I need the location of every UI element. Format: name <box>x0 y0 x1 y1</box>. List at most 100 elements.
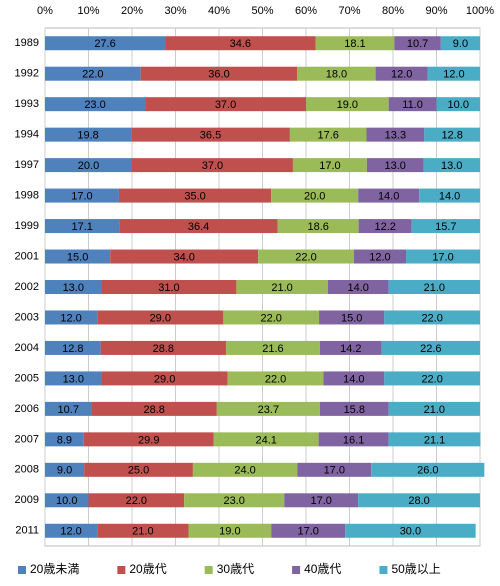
data-label: 17.0 <box>297 526 318 538</box>
data-label: 15.7 <box>435 221 456 233</box>
bar-segment <box>91 401 217 416</box>
bar-segment <box>424 127 480 142</box>
bar-segment <box>84 462 193 477</box>
data-label: 22.0 <box>295 251 316 263</box>
data-label: 22.0 <box>82 69 103 81</box>
data-label: 23.0 <box>224 495 245 507</box>
bar-segment <box>289 127 367 142</box>
bar-segment <box>436 97 480 112</box>
data-label: 22.0 <box>421 373 442 385</box>
y-tick-label: 1993 <box>15 98 39 110</box>
bar-segment <box>45 188 119 203</box>
data-label: 21.0 <box>424 404 445 416</box>
y-tick-label: 1999 <box>15 220 39 232</box>
bar-segment <box>225 340 320 355</box>
bar-segment <box>227 371 324 386</box>
bar-segment <box>358 493 480 508</box>
bar-segment <box>45 523 98 538</box>
data-label: 21.0 <box>132 526 153 538</box>
bar-segment <box>375 66 428 81</box>
x-tick-label: 100% <box>466 5 494 17</box>
legend-label: 30歳代 <box>217 562 254 576</box>
legend-swatch <box>204 566 213 574</box>
data-label: 19.0 <box>219 526 240 538</box>
bar-segment <box>45 280 102 294</box>
bar-segment <box>45 432 84 447</box>
bar-segment <box>192 462 298 477</box>
data-label: 15.0 <box>67 251 88 263</box>
data-label: 22.6 <box>420 343 441 355</box>
data-label: 29.9 <box>138 434 159 446</box>
data-label: 13.3 <box>385 130 406 142</box>
data-label: 24.0 <box>234 465 255 477</box>
bar-segment <box>45 36 166 51</box>
data-label: 18.0 <box>326 69 347 81</box>
data-label: 12.0 <box>369 251 390 263</box>
y-tick-label: 2009 <box>15 494 39 506</box>
bar-segment <box>236 280 328 294</box>
data-label: 22.0 <box>126 495 147 507</box>
bar-segment <box>406 249 480 264</box>
data-label: 21.0 <box>424 282 445 294</box>
y-tick-label: 2008 <box>15 464 39 476</box>
bar-segment <box>411 219 480 234</box>
bar-segment <box>319 310 385 325</box>
bar-segment <box>271 188 359 203</box>
bar-segment <box>371 462 485 477</box>
data-label: 15.0 <box>341 312 362 324</box>
x-tick-label: 10% <box>77 5 99 17</box>
bar-segment <box>366 158 424 173</box>
data-label: 8.9 <box>57 434 72 446</box>
bar-segment <box>184 493 285 508</box>
data-label: 10.7 <box>407 38 428 50</box>
data-label: 19.8 <box>77 130 98 142</box>
data-label: 13.0 <box>441 160 462 172</box>
bar-segment <box>100 340 226 355</box>
bar-segment <box>216 401 320 416</box>
legend-label: 20歳代 <box>129 562 166 576</box>
data-label: 14.2 <box>340 343 361 355</box>
x-tick-label: 30% <box>164 5 186 17</box>
bar-segment <box>132 158 293 173</box>
bar-segment <box>384 310 480 325</box>
y-tick-label: 2002 <box>15 281 39 293</box>
data-label: 22.0 <box>421 312 442 324</box>
data-label: 9.0 <box>453 38 468 50</box>
data-label: 29.0 <box>154 373 175 385</box>
data-label: 21.1 <box>424 434 445 446</box>
bar-segment <box>297 462 372 477</box>
data-label: 12.8 <box>62 343 83 355</box>
bar-segment <box>292 158 367 173</box>
data-label: 27.6 <box>94 38 115 50</box>
bar-segment <box>119 219 278 234</box>
bar-segment <box>45 219 120 234</box>
data-label: 10.0 <box>448 99 469 111</box>
data-label: 22.0 <box>265 373 286 385</box>
data-label: 36.0 <box>208 69 229 81</box>
data-label: 18.6 <box>307 221 328 233</box>
bar-segment <box>45 249 111 264</box>
bar-segment <box>384 371 480 386</box>
bar-segment <box>110 249 259 264</box>
bar-segment <box>358 219 412 234</box>
y-tick-label: 2011 <box>15 525 39 537</box>
bar-segment <box>165 36 316 51</box>
data-label: 17.6 <box>317 130 338 142</box>
bar-segment <box>258 249 354 264</box>
bar-segment <box>131 127 290 142</box>
bar-segment <box>388 401 480 416</box>
data-label: 31.0 <box>158 282 179 294</box>
data-label: 21.0 <box>271 282 292 294</box>
bar-segment <box>213 432 319 447</box>
data-label: 9.0 <box>57 465 72 477</box>
bar-segment <box>358 188 420 203</box>
data-label: 15.8 <box>344 404 365 416</box>
data-label: 24.1 <box>255 434 276 446</box>
x-tick-label: 40% <box>208 5 230 17</box>
x-tick-label: 20% <box>121 5 143 17</box>
data-label: 30.0 <box>400 526 421 538</box>
bar-segment <box>45 340 101 355</box>
data-label: 34.6 <box>230 38 251 50</box>
bar-segment <box>440 36 480 51</box>
y-tick-label: 1992 <box>15 68 39 80</box>
